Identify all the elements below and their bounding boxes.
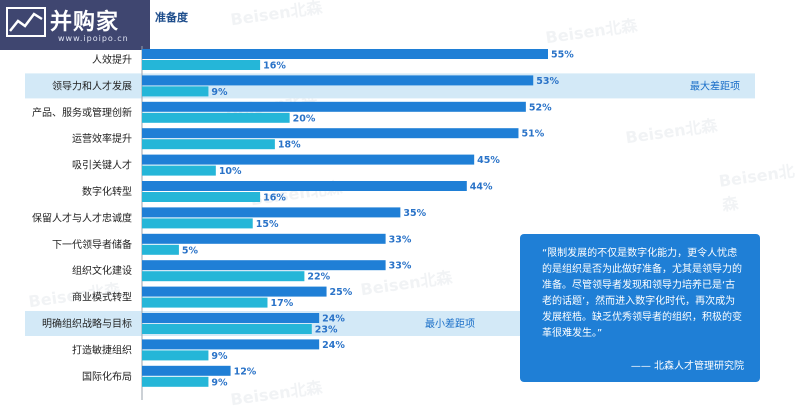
chart-logo-icon bbox=[6, 7, 46, 37]
bar-series-1 bbox=[142, 49, 548, 59]
logo-url: www.ipoipo.cn bbox=[58, 34, 129, 43]
data-label: 51% bbox=[521, 129, 544, 140]
data-label: 23% bbox=[315, 325, 338, 336]
bar-series-1 bbox=[142, 286, 327, 297]
bar-series-1 bbox=[142, 233, 386, 244]
bar-series-1 bbox=[142, 365, 231, 376]
data-label: 55% bbox=[551, 50, 574, 61]
bar-series-1 bbox=[142, 260, 386, 271]
quote-source: —— 北森人才管理研究院 bbox=[630, 361, 744, 372]
bar-series-2 bbox=[142, 271, 305, 282]
highlight-note: 最大差距项 bbox=[690, 79, 740, 92]
data-label: 24% bbox=[322, 314, 345, 325]
category-label: 国际化布局 bbox=[82, 370, 132, 383]
data-label: 9% bbox=[211, 351, 228, 362]
data-label: 16% bbox=[263, 61, 286, 72]
category-label: 领导力和人才发展 bbox=[52, 79, 132, 92]
category-label: 下一代领导者储备 bbox=[52, 238, 132, 251]
category-label: 吸引关键人才 bbox=[72, 159, 132, 172]
bar-series-2 bbox=[142, 324, 312, 334]
data-label: 44% bbox=[470, 182, 493, 193]
category-label: 明确组织战略与目标 bbox=[42, 317, 132, 330]
bar-series-2 bbox=[142, 244, 179, 255]
data-label: 16% bbox=[263, 193, 286, 204]
data-label: 10% bbox=[219, 166, 242, 177]
data-label: 15% bbox=[256, 219, 279, 230]
data-label: 33% bbox=[389, 261, 412, 272]
bar-series-1 bbox=[142, 128, 519, 139]
bar-series-1 bbox=[142, 154, 475, 165]
bar-series-2 bbox=[142, 86, 209, 97]
category-label: 运营效率提升 bbox=[72, 132, 132, 145]
bar-series-2 bbox=[142, 192, 261, 202]
bar-series-2 bbox=[142, 60, 261, 70]
data-label: 22% bbox=[307, 272, 330, 283]
logo-name: 并购家 bbox=[50, 10, 120, 35]
quote-box: “限制发展的不仅是数字化能力，更令人忧虑的是组织是否为此做好准备，尤其是领导力的… bbox=[520, 234, 760, 382]
data-label: 24% bbox=[322, 340, 345, 351]
data-label: 25% bbox=[330, 287, 353, 298]
data-label: 35% bbox=[403, 208, 426, 219]
data-label: 5% bbox=[182, 245, 199, 256]
category-label: 组织文化建设 bbox=[72, 264, 132, 277]
data-label: 53% bbox=[536, 76, 559, 87]
site-logo: 并购家 www.ipoipo.cn bbox=[0, 0, 150, 50]
data-label: 12% bbox=[234, 366, 257, 377]
data-label: 9% bbox=[211, 377, 228, 388]
bar-series-1 bbox=[142, 75, 534, 86]
bar-series-1 bbox=[142, 207, 401, 218]
data-label: 18% bbox=[278, 140, 301, 151]
bar-series-2 bbox=[142, 112, 290, 123]
bar-series-1 bbox=[142, 313, 320, 323]
data-label: 9% bbox=[211, 87, 228, 98]
data-label: 45% bbox=[477, 155, 500, 166]
category-label: 商业模式转型 bbox=[72, 291, 132, 304]
category-label: 数字化转型 bbox=[82, 185, 132, 198]
data-label: 20% bbox=[293, 113, 316, 124]
bar-series-2 bbox=[142, 297, 268, 308]
data-label: 17% bbox=[270, 298, 293, 309]
bar-series-2 bbox=[142, 218, 253, 229]
chart-title: 准备度 bbox=[155, 11, 188, 24]
bar-series-1 bbox=[142, 181, 467, 191]
data-label: 52% bbox=[529, 102, 552, 113]
quote-text: “限制发展的不仅是数字化能力，更令人忧虑的是组织是否为此做好准备，尤其是领导力的… bbox=[542, 248, 742, 339]
bar-series-2 bbox=[142, 165, 216, 176]
bar-series-1 bbox=[142, 339, 320, 350]
category-label: 保留人才与人才忠诚度 bbox=[32, 211, 132, 224]
bar-series-1 bbox=[142, 101, 526, 112]
bar-series-2 bbox=[142, 139, 275, 150]
data-label: 33% bbox=[389, 234, 412, 245]
category-label: 产品、服务或管理创新 bbox=[32, 106, 132, 119]
category-label: 打造敏捷组织 bbox=[72, 343, 132, 356]
highlight-note: 最小差距项 bbox=[425, 317, 475, 330]
category-label: 人效提升 bbox=[92, 53, 132, 66]
bar-series-2 bbox=[142, 350, 209, 361]
bar-series-2 bbox=[142, 376, 209, 387]
